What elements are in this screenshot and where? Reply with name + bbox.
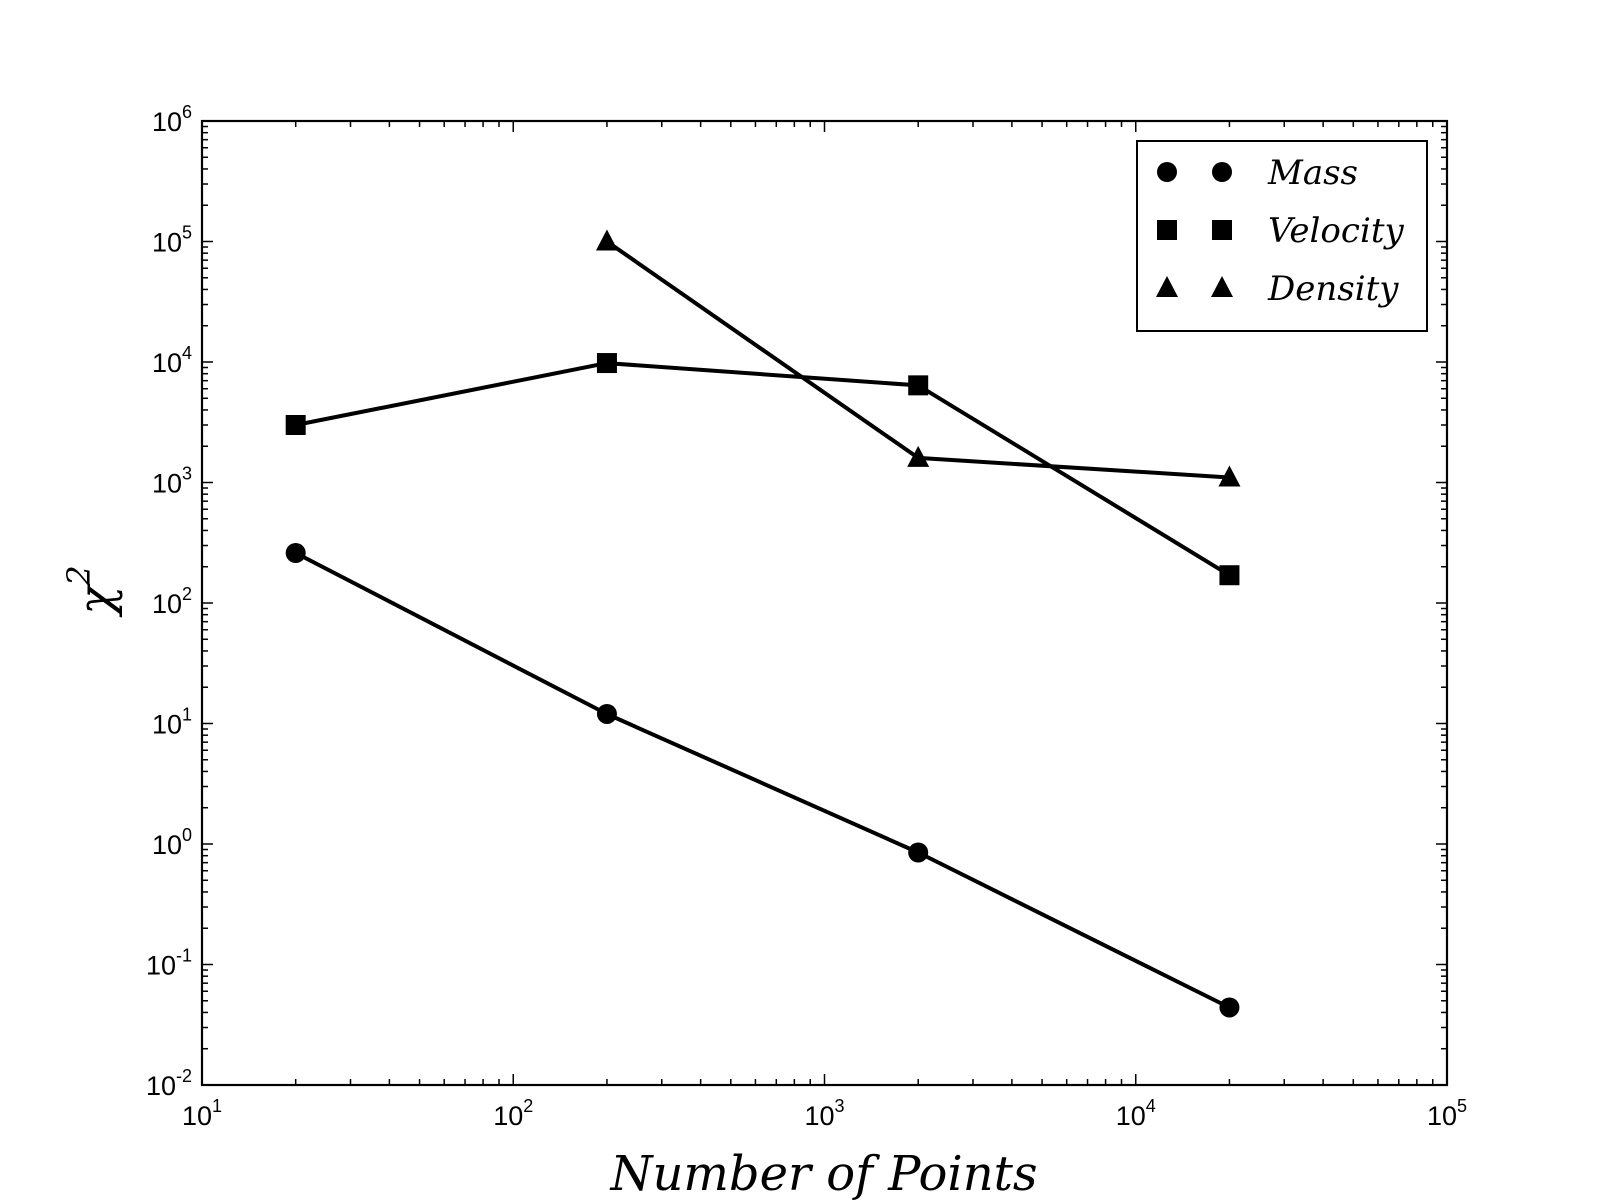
- legend-item-mass: Mass: [1157, 153, 1358, 193]
- point-mass: [908, 842, 929, 863]
- svg-text:χ2: χ2: [60, 565, 124, 617]
- legend-label-mass: Mass: [1267, 153, 1358, 193]
- y-tick-label: 101: [152, 705, 192, 740]
- point-velocity: [908, 375, 929, 396]
- series-layer: [285, 229, 1241, 1018]
- point-mass: [285, 542, 306, 563]
- legend-label-velocity: Velocity: [1268, 211, 1404, 251]
- series-velocity: [285, 353, 1240, 586]
- legend-box: [1136, 140, 1428, 332]
- y-tick-label: 106: [152, 102, 192, 137]
- y-tick-label: 100: [152, 825, 192, 860]
- legend-marker-mass: [1157, 162, 1177, 182]
- ticks-layer: 101 102 103 104 105 10-2 10-1 100 101 102 103 104 10…: [146, 102, 1467, 1131]
- legend-marker-density: [1211, 276, 1233, 297]
- legend-marker-velocity: [1157, 220, 1177, 240]
- y-tick-label: 102: [152, 584, 192, 619]
- x-axis-label: Number of Points: [609, 1146, 1037, 1200]
- y-tick-label: 104: [152, 343, 192, 378]
- legend-item-density: Density: [1156, 269, 1399, 309]
- y-tick-label: 103: [152, 464, 192, 499]
- legend-marker-mass: [1212, 162, 1232, 182]
- series-mass: [285, 542, 1240, 1018]
- point-density: [595, 229, 618, 251]
- x-tick-label: 105: [1427, 1096, 1467, 1131]
- legend-item-velocity: Velocity: [1157, 211, 1404, 251]
- y-axis-label: χ2: [60, 565, 124, 617]
- x-tick-label: 104: [1116, 1096, 1156, 1131]
- plot-frame: [200, 119, 1449, 1087]
- point-mass: [1219, 997, 1240, 1018]
- y-tick-label: 10-2: [146, 1066, 192, 1101]
- x-tick-label: 102: [493, 1096, 533, 1131]
- y-tick-label: 105: [152, 223, 192, 258]
- y-axis-label-base: χ: [68, 583, 124, 618]
- y-tick-label: 10-1: [146, 946, 192, 981]
- legend-label-density: Density: [1267, 269, 1399, 309]
- x-tick-label: 103: [804, 1096, 844, 1131]
- point-velocity: [1219, 565, 1240, 586]
- point-velocity: [285, 415, 306, 436]
- point-density: [907, 445, 930, 467]
- point-density: [1218, 465, 1241, 487]
- point-mass: [596, 703, 617, 724]
- series-line-mass: [294, 551, 1231, 1010]
- legend: Mass Velocity Density: [1136, 140, 1428, 332]
- y-axis-label-exp: 2: [60, 565, 98, 586]
- legend-marker-density: [1156, 276, 1178, 297]
- legend-marker-velocity: [1212, 220, 1232, 240]
- series-density: [595, 229, 1241, 487]
- x-tick-label: 101: [182, 1096, 222, 1131]
- series-line-velocity: [295, 361, 1231, 577]
- point-velocity: [596, 353, 617, 374]
